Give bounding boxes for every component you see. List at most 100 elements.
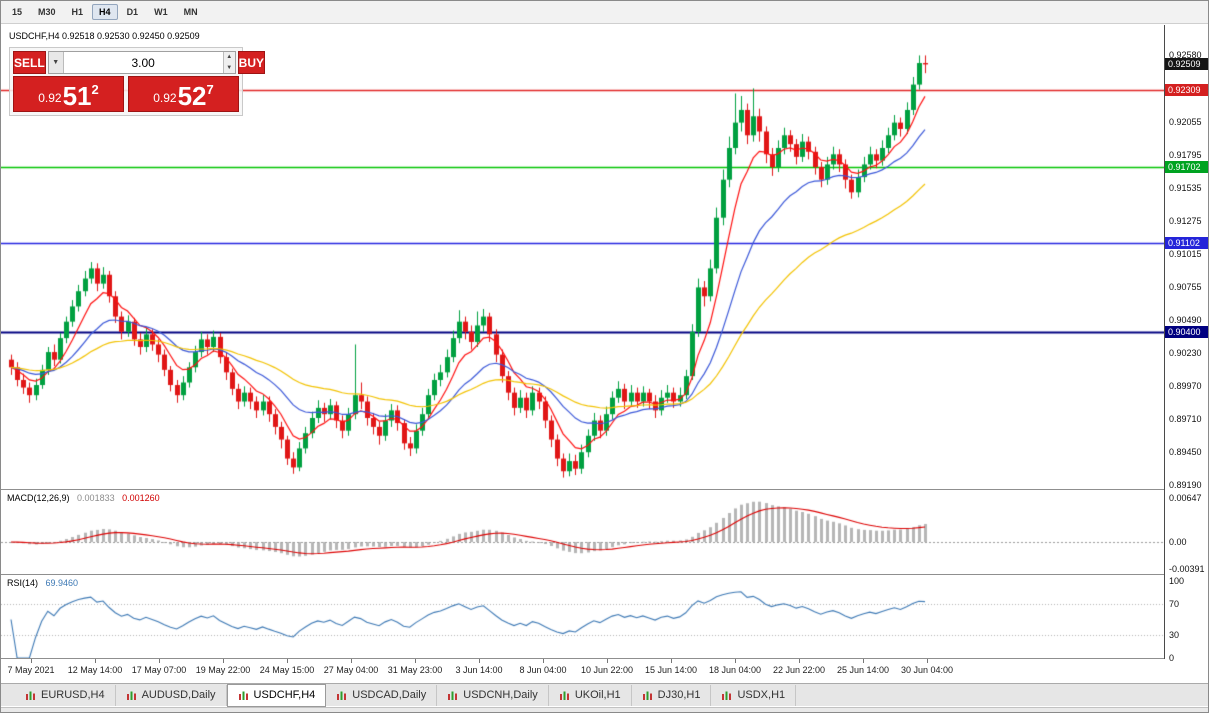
- ohlc-readout: USDCHF,H4 0.92518 0.92530 0.92450 0.9250…: [9, 31, 200, 41]
- rsi-axis-tick: 30: [1169, 629, 1180, 640]
- time-axis-label: 19 May 22:00: [195, 665, 251, 675]
- time-tick: [607, 659, 608, 663]
- volume-input[interactable]: [63, 52, 223, 73]
- chart-icon: [126, 691, 136, 700]
- chart-icon: [26, 691, 35, 700]
- price-tick: 0.92055: [1169, 116, 1202, 127]
- time-axis-label: 27 May 04:00: [323, 665, 379, 675]
- status-bar: [1, 707, 1208, 712]
- resistance-price-badge: 0.92309: [1165, 83, 1208, 96]
- time-tick: [351, 659, 352, 663]
- price-tick: 0.91015: [1169, 248, 1202, 259]
- sell-price-display[interactable]: 0.92 51 2: [13, 76, 124, 112]
- price-tick: 0.89190: [1169, 480, 1202, 491]
- time-tick: [159, 659, 160, 663]
- tab-label: USDCNH,Daily: [463, 689, 538, 701]
- rsi-axis-tick: 70: [1169, 599, 1180, 610]
- chart-icon: [559, 691, 569, 700]
- time-axis-label: 22 Jun 22:00: [772, 665, 826, 675]
- price-axis[interactable]: 0.92580 0.92055 0.91795 0.91535 0.91275 0.910…: [1164, 25, 1208, 663]
- rsi-name: RSI(14): [7, 578, 39, 588]
- buy-price-display[interactable]: 0.92 52 7: [128, 76, 239, 112]
- time-axis-label: 31 May 23:00: [387, 665, 443, 675]
- time-tick: [927, 659, 928, 663]
- chart-tab-USDCAD-Daily[interactable]: USDCAD,Daily: [326, 684, 438, 706]
- chart-icon: [337, 691, 347, 700]
- buy-price-big-digits: 52: [177, 81, 207, 111]
- volume-dropdown-button[interactable]: ▼: [48, 52, 64, 73]
- timeframe-button-D1[interactable]: D1: [126, 7, 139, 17]
- sell-button[interactable]: SELL: [13, 51, 46, 74]
- chart-tab-USDX-H1[interactable]: USDX,H1: [711, 684, 797, 706]
- rsi-value: 69.9460: [45, 578, 79, 588]
- timeframe-button-H1[interactable]: H1: [71, 7, 84, 17]
- time-tick: [287, 659, 288, 663]
- chart-tab-EURUSD-H4[interactable]: EURUSD,H4: [15, 684, 116, 706]
- time-axis-label: 25 Jun 14:00: [836, 665, 890, 675]
- time-tick: [479, 659, 480, 663]
- macd-name: MACD(12,26,9): [7, 493, 70, 503]
- rsi-indicator-canvas[interactable]: [1, 575, 1164, 658]
- time-tick: [543, 659, 544, 663]
- time-tick: [223, 659, 224, 663]
- time-axis-label: 30 Jun 04:00: [900, 665, 954, 675]
- tab-label: UKOil,H1: [574, 689, 621, 701]
- chart-icon: [642, 691, 652, 700]
- chart-icon: [448, 691, 458, 700]
- tab-label: USDCHF,H4: [253, 689, 316, 701]
- chart-tab-USDCHF-H4[interactable]: USDCHF,H4: [226, 683, 327, 707]
- timeframe-button-MN[interactable]: MN: [183, 7, 198, 17]
- time-axis-label: 17 May 07:00: [131, 665, 187, 675]
- timeframe-button-W1[interactable]: W1: [154, 7, 168, 17]
- time-axis-label: 18 Jun 04:00: [708, 665, 762, 675]
- time-axis-label: 15 Jun 14:00: [644, 665, 698, 675]
- chart-tab-UKOil-H1[interactable]: UKOil,H1: [549, 684, 632, 706]
- time-axis-label: 24 May 15:00: [259, 665, 315, 675]
- price-tick: 0.90490: [1169, 315, 1202, 326]
- buy-button[interactable]: BUY: [237, 51, 266, 74]
- timeframe-button-15[interactable]: 15: [12, 7, 23, 17]
- sell-price-pipette: 2: [91, 82, 99, 97]
- chart-tab-bar: EURUSD,H4 AUDUSD,Daily USDCHF,H4 USDCAD,Dai…: [1, 683, 1208, 707]
- time-tick: [415, 659, 416, 663]
- level-navy-price-badge: 0.90400: [1165, 325, 1208, 338]
- tab-label: USDCAD,Daily: [352, 689, 427, 701]
- price-tick: 0.89710: [1169, 414, 1202, 425]
- timeframe-button-H4[interactable]: H4: [92, 4, 118, 20]
- sell-price-big-digits: 51: [62, 81, 92, 111]
- chart-tab-AUDUSD-Daily[interactable]: AUDUSD,Daily: [116, 684, 227, 706]
- rsi-axis-tick: 100: [1169, 576, 1185, 586]
- macd-axis-tick: -0.00391: [1169, 563, 1205, 574]
- panel-divider: [1, 489, 1208, 490]
- panel-divider: [1, 574, 1208, 575]
- time-axis-label: 8 Jun 04:00: [519, 665, 567, 675]
- tab-label: AUDUSD,Daily: [141, 689, 216, 701]
- support-price-badge: 0.91702: [1165, 160, 1208, 173]
- time-axis-label: 3 Jun 14:00: [455, 665, 503, 675]
- price-tick: 0.91275: [1169, 215, 1202, 226]
- timeframe-toolbar: 15 M30 H1 H4 D1 W1 MN: [1, 1, 1208, 24]
- tab-label: EURUSD,H4: [41, 689, 105, 701]
- chart-icon: [722, 691, 732, 700]
- macd-axis-tick: 0.00: [1169, 537, 1187, 548]
- buy-price-pipette: 7: [206, 82, 214, 97]
- timeframe-button-M30[interactable]: M30: [38, 7, 56, 17]
- chart-tab-USDCNH-Daily[interactable]: USDCNH,Daily: [437, 684, 549, 706]
- time-tick: [31, 659, 32, 663]
- volume-increase-button[interactable]: ▲: [223, 52, 235, 63]
- one-click-trading-panel: SELL ▼ ▲ ▼ BUY 0.92 51 2 0.92 52 7: [9, 47, 266, 116]
- macd-indicator-label: MACD(12,26,9) 0.001833 0.001260: [7, 493, 160, 503]
- macd-axis-tick: 0.00647: [1169, 493, 1202, 504]
- volume-decrease-button[interactable]: ▼: [223, 62, 235, 73]
- time-tick: [799, 659, 800, 663]
- chart-tab-DJ30-H1[interactable]: DJ30,H1: [632, 684, 712, 706]
- current-price-badge: 0.92509: [1165, 58, 1208, 71]
- time-tick: [671, 659, 672, 663]
- macd-signal-value: 0.001260: [122, 493, 160, 503]
- tab-label: USDX,H1: [737, 689, 786, 701]
- macd-indicator-canvas[interactable]: [1, 490, 1164, 574]
- level-blue-price-badge: 0.91102: [1165, 236, 1208, 249]
- time-axis[interactable]: 7 May 2021 12 May 14:00 17 May 07:00 19 May…: [1, 659, 1164, 683]
- sell-price-prefix: 0.92: [38, 91, 62, 105]
